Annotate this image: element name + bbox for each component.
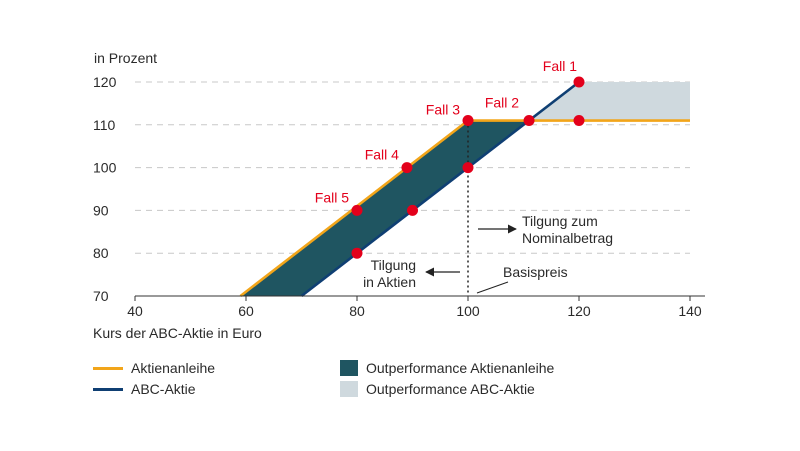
- legend-item-aktienanleihe: Aktienanleihe: [93, 360, 215, 376]
- case-point-4: [401, 162, 413, 174]
- y-tick-label-70: 70: [93, 288, 109, 304]
- data-point-2: [462, 162, 474, 174]
- y-axis-title: in Prozent: [94, 50, 158, 66]
- y-tick-label-90: 90: [93, 202, 109, 218]
- legend-swatch-outperformance-abc-aktie: [340, 381, 358, 397]
- case-label-5: Fall 5: [315, 189, 349, 205]
- x-tick-label-100: 100: [456, 303, 480, 319]
- legend-item-outperformance-aktienanleihe: Outperformance Aktienanleihe: [340, 360, 554, 376]
- annotation-left-line1: Tilgung: [371, 257, 416, 273]
- case-label-3: Fall 3: [426, 102, 460, 118]
- legend-swatch-aktienanleihe: [93, 366, 123, 370]
- case-label-2: Fall 2: [485, 95, 519, 111]
- annotation-strike: Basispreis: [503, 264, 568, 280]
- legend-label-abc-aktie: ABC-Aktie: [131, 381, 196, 397]
- annotation-right-line1: Tilgung zum: [522, 213, 598, 229]
- data-point-4: [351, 247, 363, 259]
- y-tick-label-80: 80: [93, 245, 109, 261]
- x-tick-label-40: 40: [127, 303, 143, 319]
- legend-swatch-abc-aktie: [93, 387, 123, 391]
- data-point-3: [407, 204, 418, 216]
- case-point-3: [462, 115, 474, 127]
- area-outperformance-aktienanleihe: [240, 120, 530, 297]
- legend-item-abc-aktie: ABC-Aktie: [93, 381, 196, 397]
- x-axis-title: Kurs der ABC-Aktie in Euro: [93, 325, 262, 341]
- legend-label-outperformance-aktienanleihe: Outperformance Aktienanleihe: [366, 360, 555, 376]
- annotation-strike-pointer: [476, 281, 509, 294]
- x-tick-label-140: 140: [678, 303, 702, 319]
- x-tick-label-60: 60: [238, 303, 254, 319]
- y-tick-label-120: 120: [93, 74, 117, 90]
- area-outperformance-abc-aktie: [529, 82, 690, 121]
- legend-item-outperformance-abc-aktie: Outperformance ABC-Aktie: [340, 381, 535, 397]
- legend-label-aktienanleihe: Aktienanleihe: [131, 360, 216, 376]
- legend-label-outperformance-abc-aktie: Outperformance ABC-Aktie: [366, 381, 535, 397]
- case-point-1: [573, 76, 585, 88]
- legend-swatch-outperformance-aktienanleihe: [340, 360, 358, 376]
- case-point-2: [523, 115, 535, 127]
- annotation-right-line2: Nominalbetrag: [522, 230, 613, 246]
- y-tick-label-100: 100: [93, 160, 117, 176]
- x-tick-label-120: 120: [567, 303, 591, 319]
- case-point-5: [351, 204, 363, 216]
- y-tick-label-110: 110: [93, 117, 116, 133]
- case-label-4: Fall 4: [365, 147, 399, 163]
- data-point-1: [573, 115, 585, 127]
- x-tick-label-80: 80: [349, 303, 365, 319]
- annotation-left-line2: in Aktien: [363, 274, 416, 290]
- case-label-1: Fall 1: [543, 58, 577, 74]
